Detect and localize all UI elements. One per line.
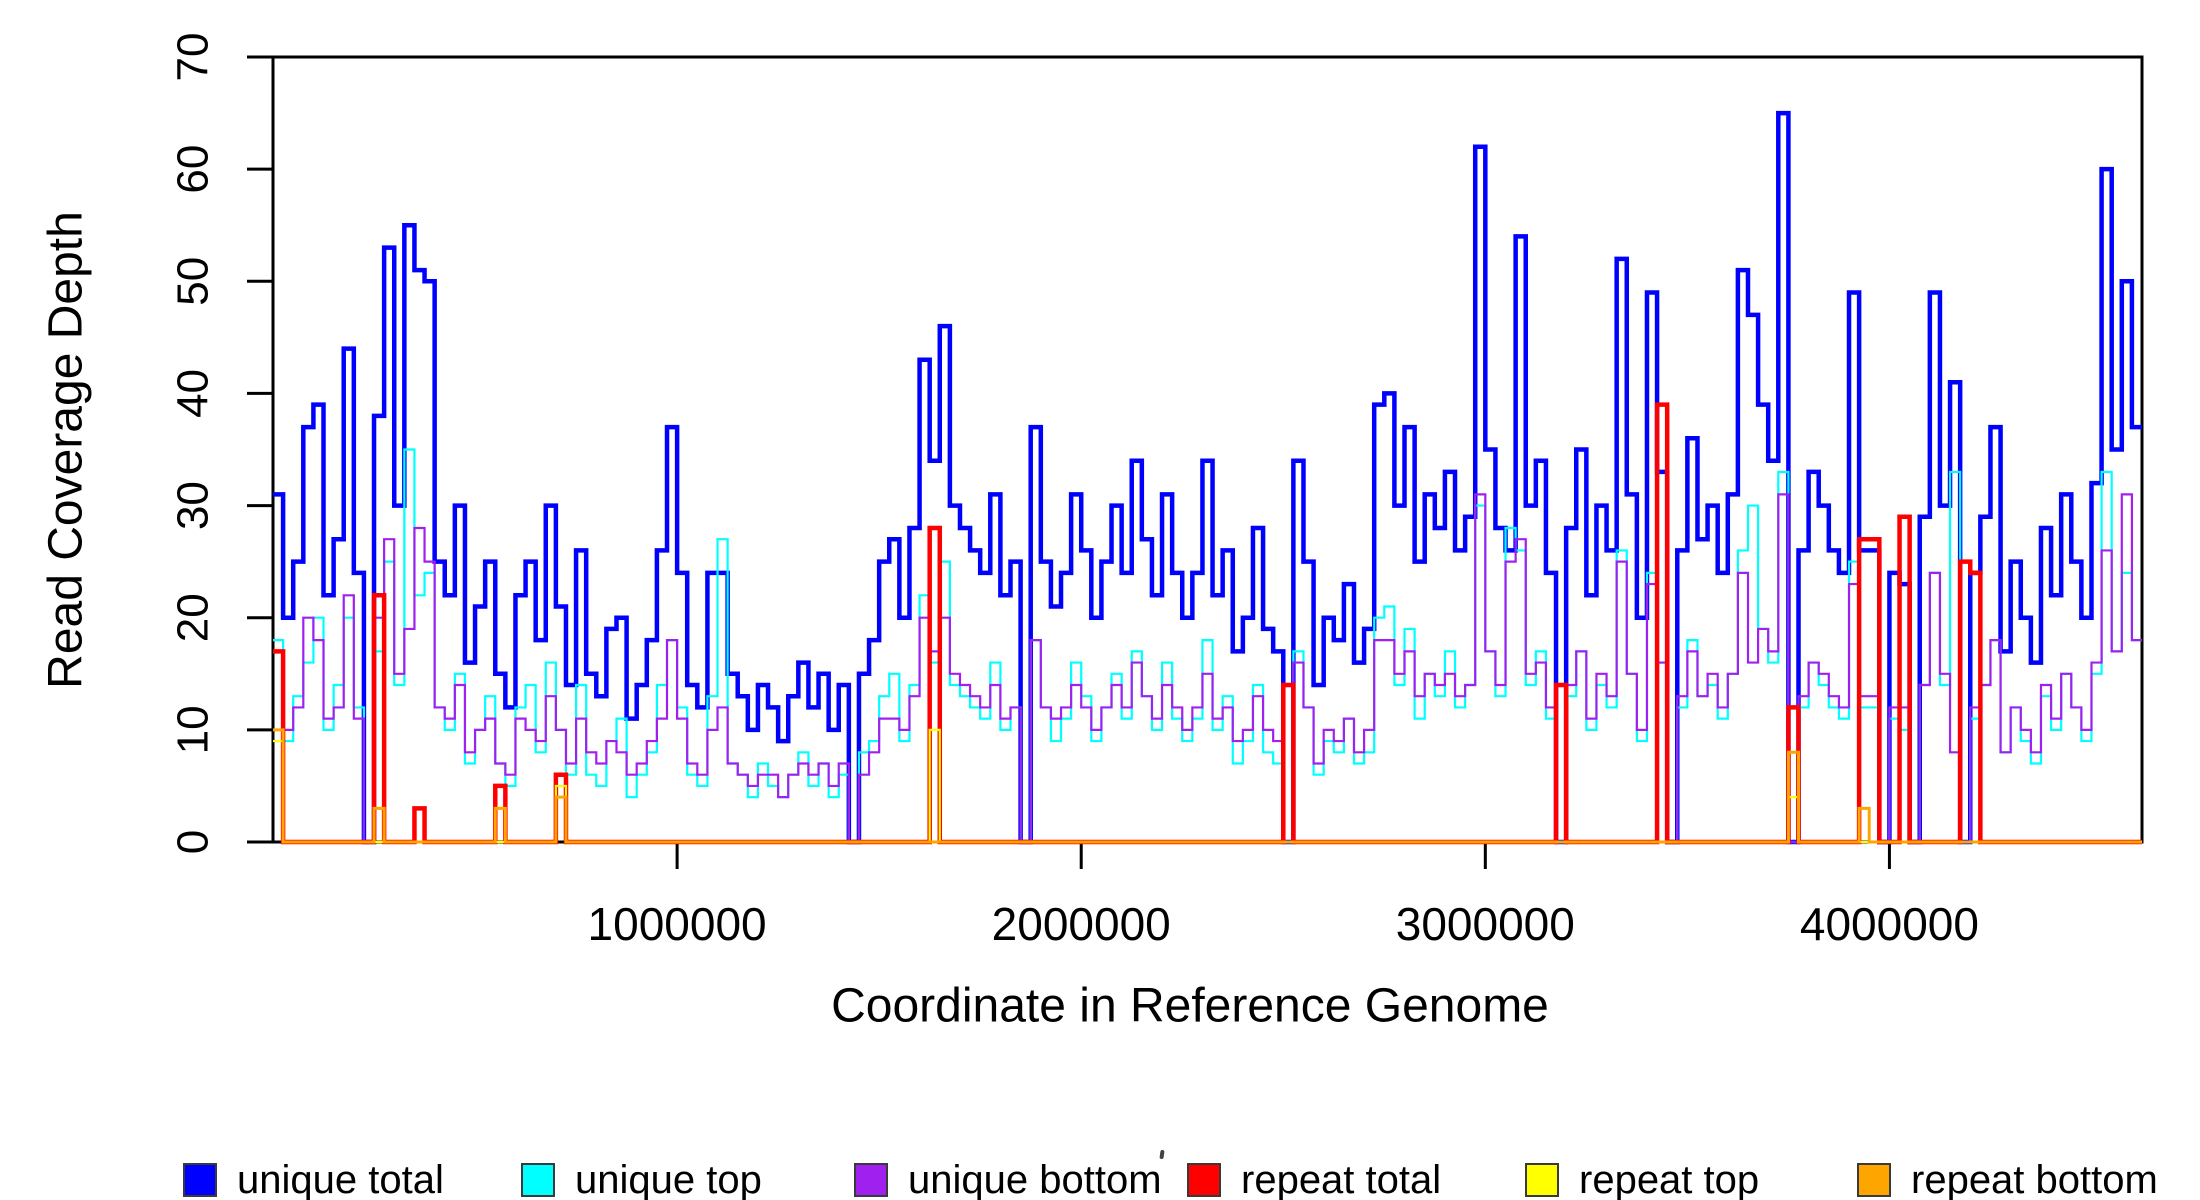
y-tick-label: 20: [169, 593, 218, 642]
series-repeat-bottom-path: [273, 728, 2142, 844]
legend-label: repeat bottom: [1911, 1157, 2158, 1200]
legend: unique total unique top unique bottom repea…: [0, 1158, 2200, 1200]
series-unique-top-path: [273, 448, 2142, 844]
legend-swatch-repeat-bottom: [1857, 1163, 1891, 1197]
legend-label: unique bottom: [908, 1157, 1162, 1200]
legend-item-repeat-top: repeat top: [1525, 1158, 1759, 1200]
y-tick-label: 50: [169, 257, 218, 306]
x-tick-label: 1000000: [588, 898, 767, 950]
series-repeat-total-path: [273, 402, 2142, 845]
legend-item-unique-bottom: unique bottom: [854, 1158, 1162, 1200]
series-unique-total-path: [273, 110, 2142, 845]
x-tick-label: 2000000: [992, 898, 1171, 950]
y-axis-label: Read Coverage Depth: [39, 211, 93, 689]
plot-frame: [271, 55, 2144, 844]
y-tick-label: 60: [169, 145, 218, 194]
legend-item-unique-top: unique top: [521, 1158, 762, 1200]
series-unique-bottom-path: [273, 493, 2142, 844]
x-tick-label: 4000000: [1800, 898, 1979, 950]
y-tick-label: 40: [169, 369, 218, 418]
legend-label: unique top: [575, 1157, 762, 1200]
y-tick-label: 0: [169, 830, 218, 854]
legend-label: repeat top: [1579, 1157, 1760, 1200]
legend-item-repeat-bottom: repeat bottom: [1857, 1158, 2158, 1200]
series-layer: [273, 110, 2142, 845]
y-tick-label: 10: [169, 705, 218, 754]
legend-swatch-unique-total: [183, 1163, 217, 1197]
legend-label: repeat total: [1241, 1157, 1442, 1200]
legend-item-repeat-total: repeat total: [1187, 1158, 1441, 1200]
legend-swatch-repeat-total: [1187, 1163, 1221, 1197]
x-tick-label: 3000000: [1396, 898, 1575, 950]
legend-swatch-repeat-top: [1525, 1163, 1559, 1197]
legend-label: unique total: [237, 1157, 444, 1200]
y-tick-label: 30: [169, 481, 218, 530]
legend-item-unique-total: unique total: [183, 1158, 444, 1200]
legend-swatch-unique-bottom: [854, 1163, 888, 1197]
y-tick-label: 70: [169, 33, 218, 82]
x-axis-label: Coordinate in Reference Genome: [831, 979, 1549, 1033]
legend-swatch-unique-top: [521, 1163, 555, 1197]
series-repeat-top-path: [273, 728, 2142, 844]
tick-label-layer: 0 10 20 30 40 50 60 70 1000000 2000000 3000000 4000…: [169, 33, 1979, 950]
